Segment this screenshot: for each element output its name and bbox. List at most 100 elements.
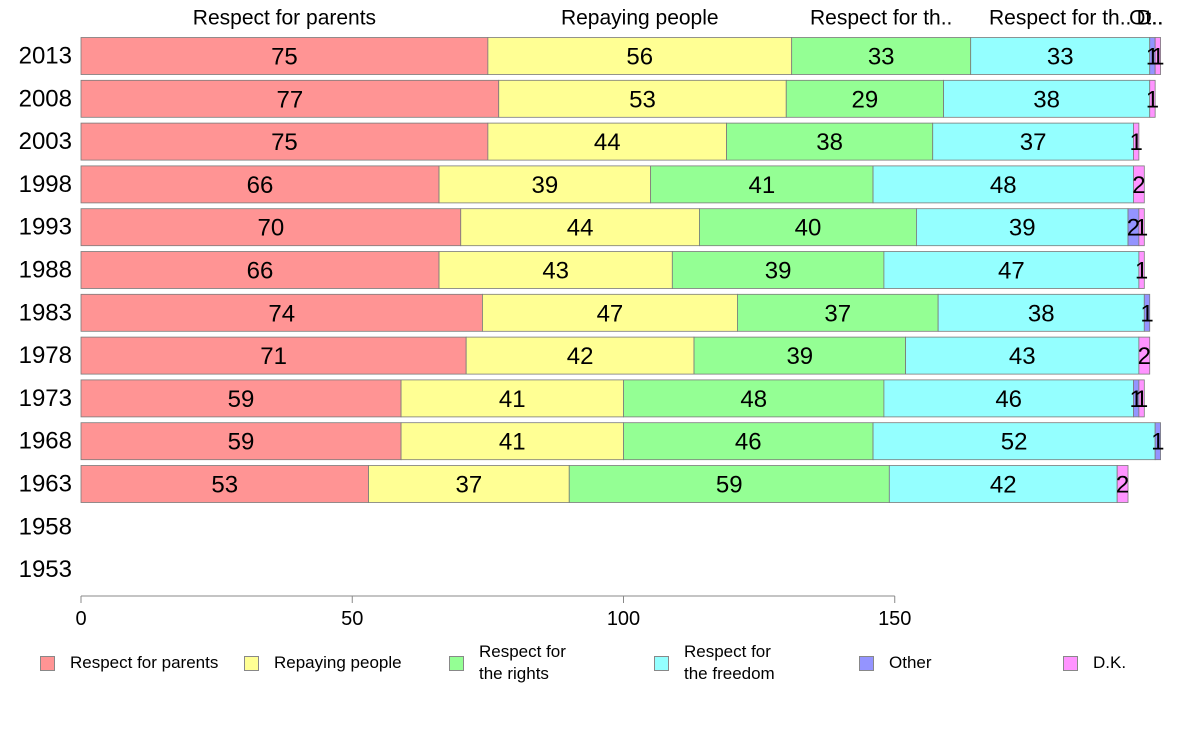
data-label: 42: [567, 343, 594, 370]
data-label: 41: [748, 172, 775, 199]
legend-swatch: [859, 655, 874, 671]
legend-label: Respect for parents: [70, 653, 219, 672]
data-label: 74: [268, 300, 295, 327]
stacked-bar-chart: Respect for parents Repaying people Respec…: [19, 7, 1165, 631]
legend: Respect for parents Repaying people Resp…: [0, 642, 1188, 696]
data-label: 66: [247, 258, 274, 285]
data-label: 2: [1132, 172, 1145, 199]
bar-segment: [80, 79, 500, 118]
bar-segment: [650, 165, 874, 204]
data-label: 41: [499, 429, 526, 456]
x-tick-label: 50: [341, 608, 363, 630]
data-label: 66: [247, 172, 274, 199]
data-label: 46: [735, 429, 762, 456]
data-label: 59: [228, 429, 255, 456]
legend-label: Repaying people: [274, 653, 402, 672]
bar-segment: [80, 379, 402, 418]
legend-item-respect-for-the-rights: Respect for the rights: [449, 641, 566, 685]
data-label: 1: [1140, 300, 1153, 327]
data-label: 44: [594, 129, 621, 156]
data-label: 39: [786, 343, 813, 370]
bar-segment: [80, 251, 440, 289]
data-label: 1: [1146, 44, 1159, 71]
bar-segment: [80, 165, 440, 204]
bar-segment: [916, 208, 1129, 247]
bar-segment: [1138, 336, 1151, 375]
data-label: 53: [211, 472, 238, 499]
legend-swatch: [40, 655, 55, 671]
y-tick-label: 1958: [19, 513, 72, 540]
data-label: 1: [1129, 129, 1142, 156]
bar-segment: [937, 293, 1145, 332]
bar-segment: [487, 37, 793, 75]
y-tick-label: 1983: [19, 299, 72, 326]
data-label: 1: [1146, 86, 1159, 113]
bar-segment: [1138, 379, 1145, 418]
data-label: 59: [716, 472, 743, 499]
y-tick-label: 2003: [19, 128, 72, 155]
series-header-label: Respect for th..: [989, 7, 1131, 30]
data-label: 53: [629, 86, 656, 113]
data-label: 47: [998, 258, 1025, 285]
y-tick-label: 1953: [19, 556, 72, 583]
series-header-label: Repaying people: [561, 7, 719, 30]
data-label: 37: [1020, 129, 1047, 156]
bar-segment: [883, 379, 1134, 418]
series-header-label: Respect for th..: [810, 7, 952, 30]
data-label: 71: [260, 343, 287, 370]
legend-label: Other: [889, 653, 932, 672]
legend-label: Respect for the rights: [479, 642, 566, 683]
bar-segment: [80, 422, 402, 461]
legend-swatch: [244, 655, 259, 671]
data-label: 43: [542, 258, 569, 285]
y-tick-label: 2013: [19, 43, 72, 70]
bar-segment: [1154, 422, 1161, 461]
legend-swatch: [654, 655, 669, 671]
bar-segment: [1116, 465, 1129, 503]
data-label: 38: [1028, 300, 1055, 327]
bar-segment: [568, 465, 890, 503]
data-label: 2: [1116, 472, 1129, 499]
data-label: 41: [499, 386, 526, 413]
legend-swatch: [449, 655, 464, 671]
bar-segment: [671, 251, 885, 289]
y-tick-label: 1978: [19, 342, 72, 369]
bar-segment: [1138, 208, 1145, 247]
legend-item-repaying-people: Repaying people: [244, 652, 402, 674]
bar-segment: [905, 336, 1140, 375]
y-tick-label: 1998: [19, 171, 72, 198]
bar-segment: [699, 208, 917, 247]
y-tick-label: 1968: [19, 428, 72, 455]
bar-segment: [1138, 251, 1145, 289]
data-label: 1: [1151, 44, 1164, 71]
y-tick-label: 1973: [19, 385, 72, 412]
data-label: 44: [567, 215, 594, 242]
bar-segment: [438, 251, 673, 289]
data-label: 33: [868, 44, 895, 71]
legend-item-respect-for-the-freedom: Respect for the freedom: [654, 641, 775, 685]
bar-segment: [883, 251, 1140, 289]
data-label: 75: [271, 129, 298, 156]
bar-segment: [693, 336, 907, 375]
x-tick-label: 150: [878, 608, 911, 630]
data-label: 48: [990, 172, 1017, 199]
bar-segment: [400, 422, 624, 461]
data-label: 40: [795, 215, 822, 242]
series-header-labels: Respect for parents Repaying people Respec…: [193, 7, 1164, 30]
data-label: 1: [1135, 258, 1148, 285]
bar-segment: [368, 465, 570, 503]
data-label: 33: [1047, 44, 1074, 71]
bar-segment: [80, 208, 462, 247]
bar-segment: [1143, 293, 1151, 332]
data-label: 37: [456, 472, 483, 499]
bar-segment: [1154, 37, 1161, 75]
bar-segment: [498, 79, 787, 118]
data-label: 1: [1135, 386, 1148, 413]
series-header-label: Respect for parents: [193, 7, 376, 30]
data-label: 46: [995, 386, 1022, 413]
data-label: 39: [531, 172, 558, 199]
bar-segment: [80, 465, 369, 503]
data-label: 1: [1129, 386, 1142, 413]
data-label: 2: [1138, 343, 1151, 370]
